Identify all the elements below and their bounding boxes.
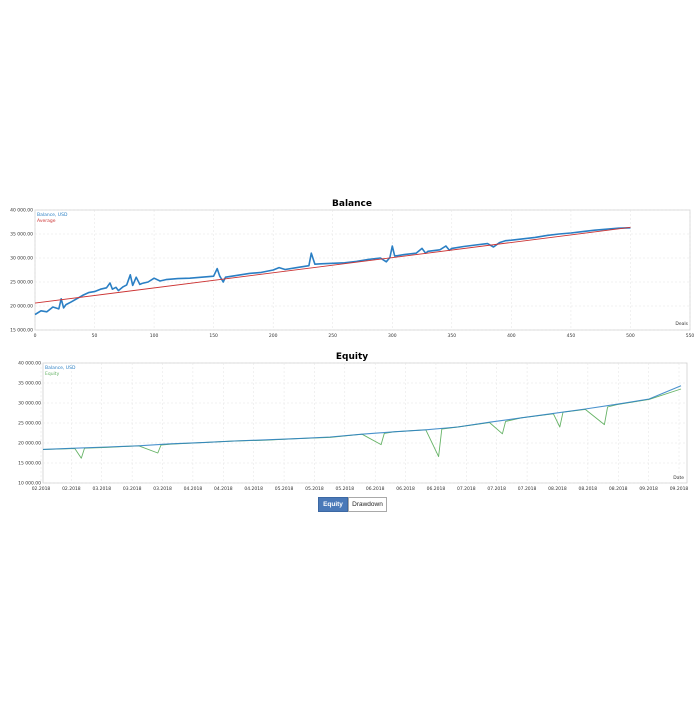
balance-x-tick-label: 250 — [328, 333, 337, 339]
balance-x-tick-label: 500 — [626, 333, 635, 339]
equity-x-tick-label: 04.2018 — [214, 486, 233, 492]
drawdown-tab-button[interactable]: Drawdown — [348, 497, 387, 512]
balance-x-tick-label: 200 — [269, 333, 278, 339]
balance-x-tick-label: 400 — [507, 333, 516, 339]
equity-x-tick-label: 08.2018 — [548, 486, 567, 492]
equity-chart-title: Equity — [336, 352, 368, 362]
equity-x-tick-label: 04.2018 — [244, 486, 263, 492]
balance-y-ticks: 15 000.00 20 000.00 25 000.00 30 000.00 35 0… — [10, 208, 33, 334]
equity-y-tick-label: 30 000.00 — [18, 401, 41, 407]
average-series-line — [34, 226, 631, 304]
equity-y-tick-label: 40 000.00 — [18, 361, 41, 367]
equity-y-tick-label: 35 000.00 — [18, 381, 41, 387]
equity-x-tick-label: 03.2018 — [123, 486, 142, 492]
balance-x-tick-label: 350 — [448, 333, 457, 339]
balance-x-tick-label: 450 — [567, 333, 576, 339]
balance-x-axis-label: Deals — [675, 321, 688, 327]
balance-series — [34, 226, 631, 316]
equity-x-tick-label: 03.2018 — [92, 486, 111, 492]
equity-x-tick-label: 05.2018 — [305, 486, 324, 492]
equity-series — [42, 385, 682, 459]
equity-x-tick-label: 03.2018 — [153, 486, 172, 492]
balance-y-tick-label: 15 000.00 — [10, 328, 33, 334]
equity-x-tick-label: 04.2018 — [184, 486, 203, 492]
equity-x-tick-label: 07.2018 — [518, 486, 537, 492]
equity-x-tick-label: 02.2018 — [32, 486, 51, 492]
balance-y-tick-label: 25 000.00 — [10, 280, 33, 286]
equity-x-tick-label: 07.2018 — [487, 486, 506, 492]
equity-x-tick-label: 05.2018 — [275, 486, 294, 492]
equity-x-tick-label: 06.2018 — [396, 486, 415, 492]
balance-y-tick-label: 30 000.00 — [10, 256, 33, 262]
equity-x-tick-label: 08.2018 — [609, 486, 628, 492]
equity-x-tick-label: 06.2018 — [366, 486, 385, 492]
equity-x-tick-label: 07.2018 — [457, 486, 476, 492]
equity-legend-equity: Equity — [45, 371, 60, 377]
equity-y-tick-label: 25 000.00 — [18, 421, 41, 427]
balance-y-tick-label: 20 000.00 — [10, 304, 33, 310]
balance-chart-title: Balance — [332, 199, 372, 209]
balance-legend-balance: Balance, USD — [37, 212, 68, 218]
equity-x-tick-label: 05.2018 — [336, 486, 355, 492]
equity-x-tick-label: 08.2018 — [579, 486, 598, 492]
equity-y-tick-label: 15 000.00 — [18, 461, 41, 467]
balance-x-ticks: 0 50 100 150 200 250 300 350 400 450 500 550 — [34, 333, 695, 339]
balance-x-tick-label: 550 — [686, 333, 695, 339]
equity-y-tick-label: 10 000.00 — [18, 481, 41, 487]
balance-legend-average: Average — [37, 218, 56, 224]
balance-x-tick-label: 150 — [209, 333, 218, 339]
equity-x-tick-label: 09.2018 — [670, 486, 689, 492]
equity-y-ticks: 10 000.00 15 000.00 20 000.00 25 000.00 30 0… — [18, 361, 41, 487]
balance-series-line — [34, 227, 631, 316]
balance-x-tick-label: 100 — [150, 333, 159, 339]
balance-x-tick-label: 300 — [388, 333, 397, 339]
equity-x-tick-label: 06.2018 — [427, 486, 446, 492]
equity-x-tick-label: 02.2018 — [62, 486, 81, 492]
balance-x-tick-label: 0 — [34, 333, 37, 339]
equity-legend-balance: Balance, USD — [45, 365, 76, 371]
balance-y-tick-label: 40 000.00 — [10, 208, 33, 214]
equity-y-tick-label: 20 000.00 — [18, 441, 41, 447]
equity-x-axis-label: Date — [673, 475, 684, 481]
balance-plot-area — [34, 209, 691, 331]
equity-gridlines — [40, 362, 687, 484]
balance-x-tick-label: 50 — [92, 333, 98, 339]
equity-x-ticks: 02.2018 02.2018 03.2018 03.2018 03.2018 04.20… — [32, 486, 689, 492]
equity-balance-series-line — [42, 385, 682, 450]
equity-tab-button[interactable]: Equity — [318, 497, 348, 512]
balance-y-tick-label: 35 000.00 — [10, 232, 33, 238]
equity-x-tick-label: 09.2018 — [639, 486, 658, 492]
